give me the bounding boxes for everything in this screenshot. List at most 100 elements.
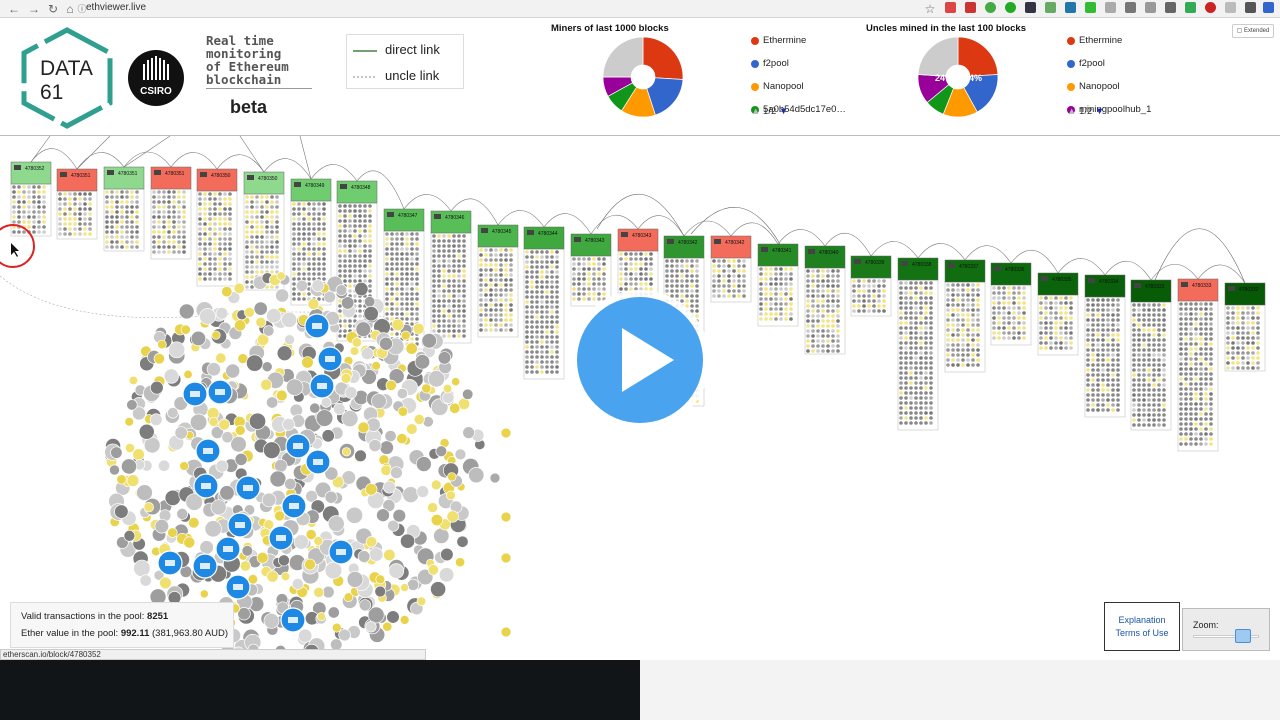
pending-transaction	[188, 516, 200, 529]
home-icon[interactable]: ⌂	[66, 2, 74, 16]
tagline-divider	[206, 88, 312, 89]
block-number: 4780339	[865, 260, 885, 266]
pending-transaction	[305, 490, 318, 503]
zoom-slider-thumb[interactable]	[1235, 629, 1251, 643]
zoom-slider-track[interactable]	[1193, 635, 1259, 638]
pending-transaction	[338, 628, 351, 642]
b-extension-icon[interactable]	[1025, 2, 1036, 13]
pending-transaction	[153, 569, 165, 581]
pending-transaction	[430, 581, 447, 598]
terms-of-use-link[interactable]: Terms of Use	[1115, 628, 1169, 638]
pager-next-icon[interactable]: ▼	[1094, 106, 1105, 117]
forward-arrow-icon[interactable]: →	[28, 2, 40, 16]
pending-transaction	[324, 466, 339, 481]
pending-transaction	[368, 547, 384, 562]
pager-prev-icon[interactable]: ▲	[751, 106, 761, 117]
pending-transaction	[116, 474, 127, 485]
pending-transaction	[126, 399, 138, 411]
mail-extension-icon[interactable]	[965, 2, 976, 13]
contract-icon	[325, 356, 335, 362]
eth-extension-icon[interactable]	[1263, 2, 1274, 13]
pending-transaction	[293, 534, 310, 550]
uncles-legend-nanopool[interactable]: Nanopool	[1067, 81, 1151, 104]
mouse-pointer-icon	[11, 243, 19, 257]
miners-pie-chart[interactable]	[601, 35, 685, 119]
block-miner-icon	[1088, 278, 1095, 283]
mail-gray-extension-icon[interactable]	[1225, 2, 1236, 13]
translate-extension-icon[interactable]	[1145, 2, 1156, 13]
pending-transaction	[150, 380, 164, 395]
play-button[interactable]	[568, 288, 712, 432]
block-4780339-18: 4780339	[850, 255, 892, 317]
back-arrow-icon[interactable]: ←	[8, 2, 20, 16]
chrome-extension-icon[interactable]	[985, 2, 996, 13]
miners-legend-ethermine[interactable]: Ethermine	[751, 35, 846, 58]
pending-transaction	[415, 456, 432, 472]
block-number: 4780343	[585, 238, 605, 244]
block-number: 4780348	[351, 185, 371, 191]
miners-legend-f2pool[interactable]: f2pool	[751, 58, 846, 81]
cloud-extension-icon[interactable]	[1085, 2, 1096, 13]
block-number: 4780332	[1239, 287, 1259, 293]
contract-icon	[312, 323, 322, 329]
info-icon[interactable]: ⓘ	[77, 4, 87, 14]
pending-transaction	[376, 508, 390, 523]
reload-icon[interactable]: ↻	[47, 2, 59, 16]
pending-transaction	[340, 373, 352, 384]
pager-next-icon[interactable]: ▼	[778, 106, 789, 117]
block-number: 4780345	[492, 229, 512, 235]
pending-transaction	[263, 613, 280, 629]
tagline-line-2: monitoring	[206, 46, 282, 61]
blockchain-canvas[interactable]: 4780352 4780351 4780351 4780351 4780350 47803…	[0, 136, 1280, 660]
person-extension-icon[interactable]	[1165, 2, 1176, 13]
v-extension-icon[interactable]	[1065, 2, 1076, 13]
pending-transaction	[275, 389, 288, 402]
video-bottom-dark	[0, 660, 640, 720]
miners-legend-5a0b[interactable]: 5a0b54d5dc17e0…	[751, 104, 846, 127]
green-dot-extension-icon[interactable]	[1005, 2, 1016, 13]
pending-transaction	[468, 467, 485, 484]
pending-transaction	[327, 606, 340, 619]
footer-links: Explanation Terms of Use	[1104, 602, 1180, 651]
direct-link-label: direct link	[385, 42, 440, 57]
block-miner-icon	[621, 232, 628, 237]
pending-transaction	[333, 402, 346, 416]
block-miner-icon	[808, 249, 815, 254]
blockchain-visualization[interactable]: 4780352 4780351 4780351 4780351 4780350 47803…	[0, 136, 1280, 660]
address-bar[interactable]: ethviewer.live	[86, 2, 147, 13]
pending-transaction	[180, 324, 191, 335]
pending-transaction	[341, 410, 359, 428]
pending-transaction	[298, 628, 313, 643]
uncles-pie-chart[interactable]: 24% 24%	[916, 35, 1000, 119]
extended-button[interactable]: ▢ Extended	[1232, 24, 1274, 38]
gray-extension-icon[interactable]	[1105, 2, 1116, 13]
pending-transaction	[447, 472, 457, 482]
opera-extension-icon[interactable]	[945, 2, 956, 13]
bookmark-star-icon[interactable]: ☆	[924, 2, 936, 16]
block-number: 4780336	[1005, 267, 1025, 273]
pending-transaction	[390, 466, 403, 480]
miners-legend-nanopool[interactable]: Nanopool	[751, 81, 846, 104]
explanation-link[interactable]: Explanation	[1118, 615, 1166, 625]
block-number: 4780349	[305, 183, 325, 189]
pending-transaction	[311, 279, 325, 293]
uncles-legend-ethermine[interactable]: Ethermine	[1067, 35, 1151, 58]
block-4780343-12: 4780343	[570, 233, 612, 307]
zoom-control: Zoom:	[1182, 608, 1270, 651]
pending-transaction	[363, 306, 379, 322]
pending-transaction	[225, 363, 241, 379]
pending-transaction	[215, 459, 229, 473]
pager-prev-icon[interactable]: ▲	[1067, 106, 1077, 117]
uncles-legend-miningpoolhub[interactable]: miningpoolhub_1	[1067, 104, 1151, 127]
red-circle-extension-icon[interactable]	[1205, 2, 1216, 13]
drive-extension-icon[interactable]	[1185, 2, 1196, 13]
pending-transaction	[430, 513, 444, 527]
pending-transaction	[278, 554, 290, 567]
block-number: 4780337	[959, 264, 979, 270]
contract-icon	[165, 560, 175, 566]
pending-transaction	[189, 413, 208, 431]
grid-extension-icon[interactable]	[1125, 2, 1136, 13]
uncles-legend-f2pool[interactable]: f2pool	[1067, 58, 1151, 81]
shield-extension-icon[interactable]	[1045, 2, 1056, 13]
pocket-extension-icon[interactable]	[1245, 2, 1256, 13]
